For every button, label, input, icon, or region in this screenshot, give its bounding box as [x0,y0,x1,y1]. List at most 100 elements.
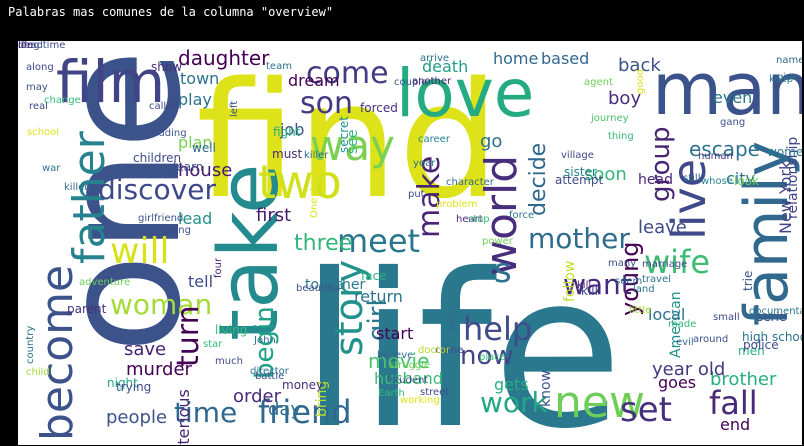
word-country: country [25,325,36,364]
word-put: put [408,189,425,200]
word-tell: tell [188,272,214,291]
word-house: house [178,160,233,181]
word-trie: trie [741,270,755,291]
word-movie: movie [368,349,430,373]
word-agent: agent [584,77,613,88]
word-lead: lead [178,209,213,228]
word-battle: battle [255,371,285,382]
word-new: new [554,377,645,428]
word-murder: murder [126,359,192,380]
word-documentary: documentary [749,306,802,317]
word-police: police [743,338,779,352]
word-son: son [300,86,353,121]
word-struggle: struggle [389,360,431,371]
word-small: small [713,312,740,323]
word-come: come [306,56,389,91]
word-follow: follow [562,260,578,302]
word-become: become [32,264,83,441]
word-working: working [400,395,440,406]
word-kill: kill [581,284,598,298]
word-women: women [767,145,802,159]
word-set: set [620,390,672,430]
word-good: good [635,69,646,94]
word-life: life [300,228,623,446]
word-much: much [215,356,243,367]
word-return: return [354,287,403,306]
word-still: still [683,173,701,184]
word-called: called [149,101,179,112]
word-going: going [163,225,191,236]
word-place: place [479,352,506,363]
word-daughter: daughter [178,46,270,70]
word-meet: meet [337,222,421,260]
word-man: man [652,47,802,131]
word-based: based [541,49,590,68]
word-sister: sister [564,165,597,179]
word-including: including [141,128,187,139]
word-save: save [124,339,167,360]
word-along: along [26,62,54,73]
word-brother: brother [710,369,777,390]
word-decide: decide [526,142,551,216]
word-help: help [463,310,533,348]
word-husband: husband [374,369,443,388]
word-first: first [256,205,292,226]
word-give: give [777,72,799,83]
word-time: time [174,396,238,429]
word-soon: soon [584,164,627,185]
word-trying: trying [116,380,152,394]
word-living: living [215,323,248,337]
word-way: way [310,121,395,170]
word-couple: couple [394,77,428,88]
word-kill: kill [577,280,592,291]
word-year: year [413,158,436,169]
word-escape: escape [689,137,760,161]
word-girlfriend: girlfriend [138,213,184,224]
word-marriage: marriage [642,259,688,270]
word-even: even [713,88,753,107]
word-school: school [27,127,60,138]
word-high-school: high school [742,330,802,344]
word-home: home [493,49,539,68]
word-turn: turn [171,305,206,367]
word-dream: dream [288,71,340,90]
word-friend: friend [258,393,352,431]
word-team: team [266,61,292,72]
word-gang: gang [720,117,746,128]
word-discover: discover [98,173,216,206]
word-show: show [151,60,183,74]
word-evil: evil [676,337,694,348]
word-human: human [698,151,733,162]
word-will: will [110,231,170,272]
word-death: death [422,57,469,76]
word-adventure: adventure [79,277,131,288]
word-mysterious: mysterious [174,389,193,445]
word-made: made [668,319,697,330]
word-s: s [494,251,512,291]
word-believe: believe [377,350,414,361]
word-gets: gets [494,375,529,394]
word-part: part [447,311,458,332]
word-men: men [738,344,765,358]
word-love: love [396,55,535,132]
word-keep: keep [769,74,794,85]
word-real: real [29,101,48,112]
word-journey: journey [591,113,629,124]
word-mother: mother [528,222,630,255]
word-night: night [107,376,138,390]
word-war: war [42,163,61,174]
word-one-day: One day [309,176,320,218]
word-together: together [305,277,366,293]
word-cloud: life one find love man family take film become fa… [18,41,802,445]
word-street: street [420,387,450,398]
word-order: order [233,386,281,407]
word-well: well [192,141,216,155]
word-director: director [250,366,289,377]
word-earth: Earth [378,388,405,399]
word-forced: forced [360,101,398,115]
word-goes: goes [658,373,697,392]
word-end: end [720,415,751,434]
word-change: change [44,95,81,106]
word-must: must [272,147,303,161]
word-town: town [180,69,220,88]
